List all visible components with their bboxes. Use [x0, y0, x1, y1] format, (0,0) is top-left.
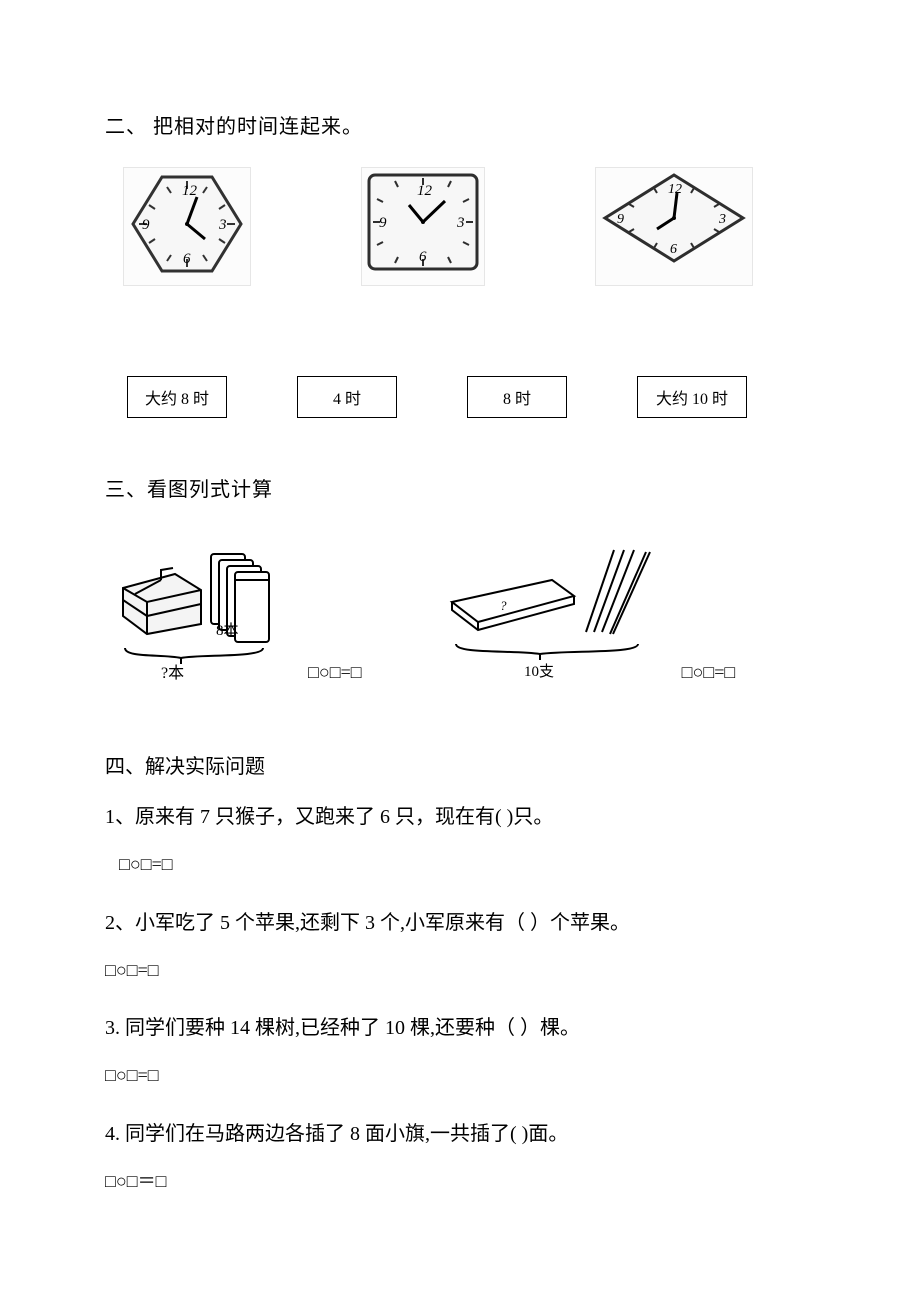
fig1-caption-in: 8本 [216, 622, 239, 639]
q3-equation: □○□=□ [105, 1056, 820, 1096]
svg-text:6: 6 [670, 242, 677, 257]
q4-text: 4. 同学们在马路两边各插了 8 面小旗,一共插了( )面。 [105, 1112, 820, 1156]
q1-equation: □○□=□ [119, 845, 820, 885]
q1-text: 1、原来有 7 只猴子，又跑来了 6 只，现在有( )只。 [105, 795, 820, 839]
answer-box-3: 8 时 [467, 376, 567, 418]
clock-hexagon: 12 3 6 9 [123, 167, 251, 286]
answer-box-1: 大约 8 时 [127, 376, 227, 418]
section-2-title: 二、 把相对的时间连起来。 [105, 110, 820, 139]
equation-2: □○□=□ [682, 662, 736, 685]
q3-text: 3. 同学们要种 14 棵树,已经种了 10 棵,还要种（ ）棵。 [105, 1006, 820, 1050]
section-4: 四、解决实际问题 1、原来有 7 只猴子，又跑来了 6 只，现在有( )只。 □… [105, 745, 820, 1201]
clock-square: 12 3 6 9 [361, 167, 485, 286]
svg-text:12: 12 [668, 182, 682, 197]
clock-row: 12 3 6 9 [123, 167, 820, 286]
answer-box-2: 4 时 [297, 376, 397, 418]
plate-sticks-icon: ? 10支 [442, 540, 662, 680]
clock-square-icon: 12 3 6 9 [365, 171, 481, 273]
svg-text:3: 3 [456, 215, 465, 231]
svg-text:3: 3 [718, 212, 726, 227]
fig2-caption-under: 10支 [524, 663, 554, 680]
svg-text:9: 9 [142, 217, 150, 233]
figure-1-svg: 8本 ?本 [113, 530, 288, 685]
q4-equation: □○□＝□ [105, 1162, 820, 1202]
svg-text:6: 6 [419, 249, 427, 265]
figure-2: ? 10支 □○□=□ [442, 540, 736, 685]
clock-diamond: 12 3 6 9 [595, 167, 753, 286]
svg-text:6: 6 [183, 251, 191, 267]
clock-hexagon-icon: 12 3 6 9 [127, 171, 247, 277]
box-books-icon: 8本 ?本 [113, 530, 288, 680]
svg-text:12: 12 [417, 183, 433, 199]
q2-text: 2、小军吃了 5 个苹果,还剩下 3 个,小军原来有（ ）个苹果。 [105, 901, 820, 945]
answer-row: 大约 8 时 4 时 8 时 大约 10 时 [127, 376, 820, 418]
section-3-title: 三、看图列式计算 [105, 473, 820, 502]
fig2-caption-in: ? [500, 598, 507, 613]
svg-text:3: 3 [218, 217, 227, 233]
q2-equation: □○□=□ [105, 951, 820, 991]
clock-diamond-icon: 12 3 6 9 [599, 171, 749, 265]
figure-row: 8本 ?本 □○□=□ ? [113, 530, 820, 685]
answer-box-4: 大约 10 时 [637, 376, 747, 418]
figure-1: 8本 ?本 □○□=□ [113, 530, 362, 685]
svg-text:12: 12 [182, 183, 198, 199]
svg-text:9: 9 [617, 212, 624, 227]
figure-2-svg: ? 10支 [442, 540, 662, 685]
section-4-title: 四、解决实际问题 [105, 745, 820, 789]
equation-1: □○□=□ [308, 662, 362, 685]
svg-text:9: 9 [379, 215, 387, 231]
fig1-caption-under: ?本 [161, 664, 184, 680]
worksheet-page: 二、 把相对的时间连起来。 [0, 0, 920, 1297]
